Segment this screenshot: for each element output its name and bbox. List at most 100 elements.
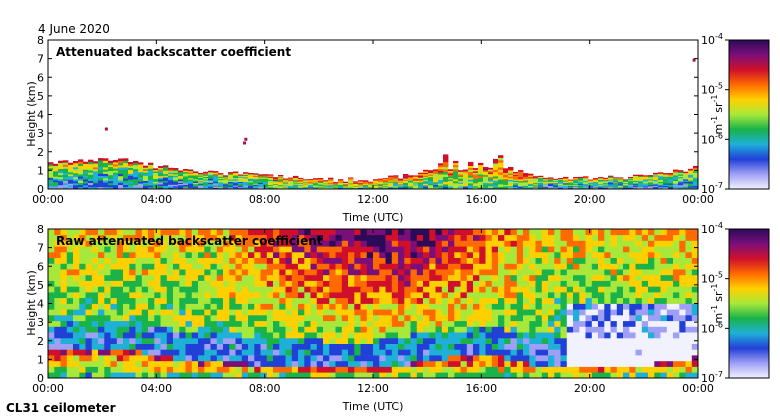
heatmap-cell	[173, 171, 179, 173]
heatmap-cell	[113, 166, 119, 169]
heatmap-cell	[213, 181, 219, 183]
heatmap-cell	[658, 172, 664, 174]
heatmap-cell	[248, 174, 254, 176]
heatmap-cell	[666, 315, 674, 322]
heatmap-cell	[529, 366, 536, 373]
heatmap-cell	[523, 179, 529, 182]
heatmap-cell	[543, 184, 549, 186]
heatmap-cell	[273, 186, 279, 188]
heatmap-cell	[666, 309, 674, 316]
heatmap-cell	[79, 229, 86, 236]
heatmap-cell	[79, 366, 86, 373]
heatmap-cell	[408, 175, 414, 177]
heatmap-cell	[558, 182, 564, 184]
heatmap-cell	[53, 171, 59, 174]
heatmap-cell	[208, 170, 214, 173]
heatmap-cell	[185, 292, 193, 299]
heatmap-cell	[358, 182, 364, 183]
heatmap-cell	[329, 303, 336, 310]
heatmap-cell	[598, 187, 604, 189]
heatmap-cell	[273, 337, 280, 344]
heatmap-cell	[360, 280, 368, 287]
heatmap-cell	[363, 180, 369, 182]
heatmap-cell	[248, 182, 254, 184]
heatmap-cell	[654, 274, 661, 281]
heatmap-cell	[179, 343, 186, 350]
heatmap-cell	[160, 292, 168, 299]
heatmap-cell	[535, 355, 543, 362]
heatmap-cell	[404, 297, 411, 304]
heatmap-cell	[468, 167, 474, 170]
heatmap-cell	[610, 337, 618, 344]
heatmap-cell	[623, 180, 629, 182]
heatmap-cell	[123, 360, 130, 367]
heatmap-cell	[266, 309, 274, 316]
heatmap-cell	[98, 349, 105, 356]
heatmap-cell	[188, 170, 194, 173]
heatmap-cell	[163, 175, 169, 178]
heatmap-cell	[641, 292, 649, 299]
heatmap-cell	[348, 372, 355, 379]
heatmap-cell	[498, 176, 504, 180]
heatmap-cell	[463, 187, 469, 190]
heatmap-cell	[163, 167, 169, 169]
heatmap-cell	[504, 257, 511, 264]
heatmap-cell	[535, 337, 543, 344]
heatmap-cell	[60, 355, 68, 362]
heatmap-cell	[463, 169, 469, 172]
heatmap-cell	[73, 263, 80, 270]
heatmap-cell	[329, 292, 336, 299]
heatmap-cell	[266, 320, 274, 327]
heatmap-cell	[323, 229, 330, 236]
heatmap-cell	[135, 297, 143, 304]
heatmap-cell	[298, 355, 305, 362]
heatmap-cell	[148, 187, 154, 190]
heatmap-cell	[204, 246, 211, 253]
heatmap-cell	[623, 349, 630, 356]
heatmap-cell	[685, 240, 693, 247]
heatmap-cell	[553, 186, 559, 188]
heatmap-cell	[608, 181, 614, 183]
heatmap-cell	[666, 263, 674, 270]
heatmap-cell	[366, 343, 374, 350]
heatmap-cell	[123, 171, 129, 174]
heatmap-cell	[198, 349, 205, 356]
heatmap-cell	[692, 58, 696, 62]
heatmap-cell	[504, 355, 511, 362]
heatmap-cell	[643, 182, 649, 184]
heatmap-cell	[533, 177, 539, 179]
heatmap-cell	[333, 186, 339, 187]
heatmap-cell	[404, 240, 411, 247]
heatmap-cell	[48, 240, 55, 247]
heatmap-cell	[604, 280, 611, 287]
heatmap-cell	[153, 187, 159, 190]
heatmap-cell	[535, 234, 543, 241]
heatmap-cell	[454, 257, 461, 264]
heatmap-cell	[573, 240, 580, 247]
heatmap-cell	[213, 182, 219, 185]
heatmap-cell	[235, 263, 243, 270]
heatmap-cell	[353, 185, 359, 186]
heatmap-cell	[135, 337, 143, 344]
heatmap-cell	[338, 185, 344, 187]
heatmap-cell	[291, 320, 299, 327]
heatmap-cell	[435, 315, 443, 322]
heatmap-cell	[685, 251, 693, 258]
heatmap-cell	[463, 186, 469, 188]
heatmap-cell	[183, 176, 189, 178]
heatmap-cell	[363, 187, 369, 188]
heatmap-cell	[191, 349, 199, 356]
heatmap-cell	[135, 269, 143, 276]
heatmap-cell	[416, 366, 424, 373]
heatmap-cell	[173, 229, 180, 236]
heatmap-cell	[173, 174, 179, 176]
heatmap-cell	[123, 343, 130, 350]
heatmap-cell	[353, 187, 359, 189]
heatmap-cell	[673, 229, 680, 236]
heatmap-cell	[285, 229, 293, 236]
heatmap-cell	[588, 187, 594, 188]
heatmap-cell	[533, 181, 539, 183]
heatmap-cell	[328, 181, 334, 183]
heatmap-cell	[243, 179, 249, 181]
heatmap-cell	[113, 174, 119, 177]
